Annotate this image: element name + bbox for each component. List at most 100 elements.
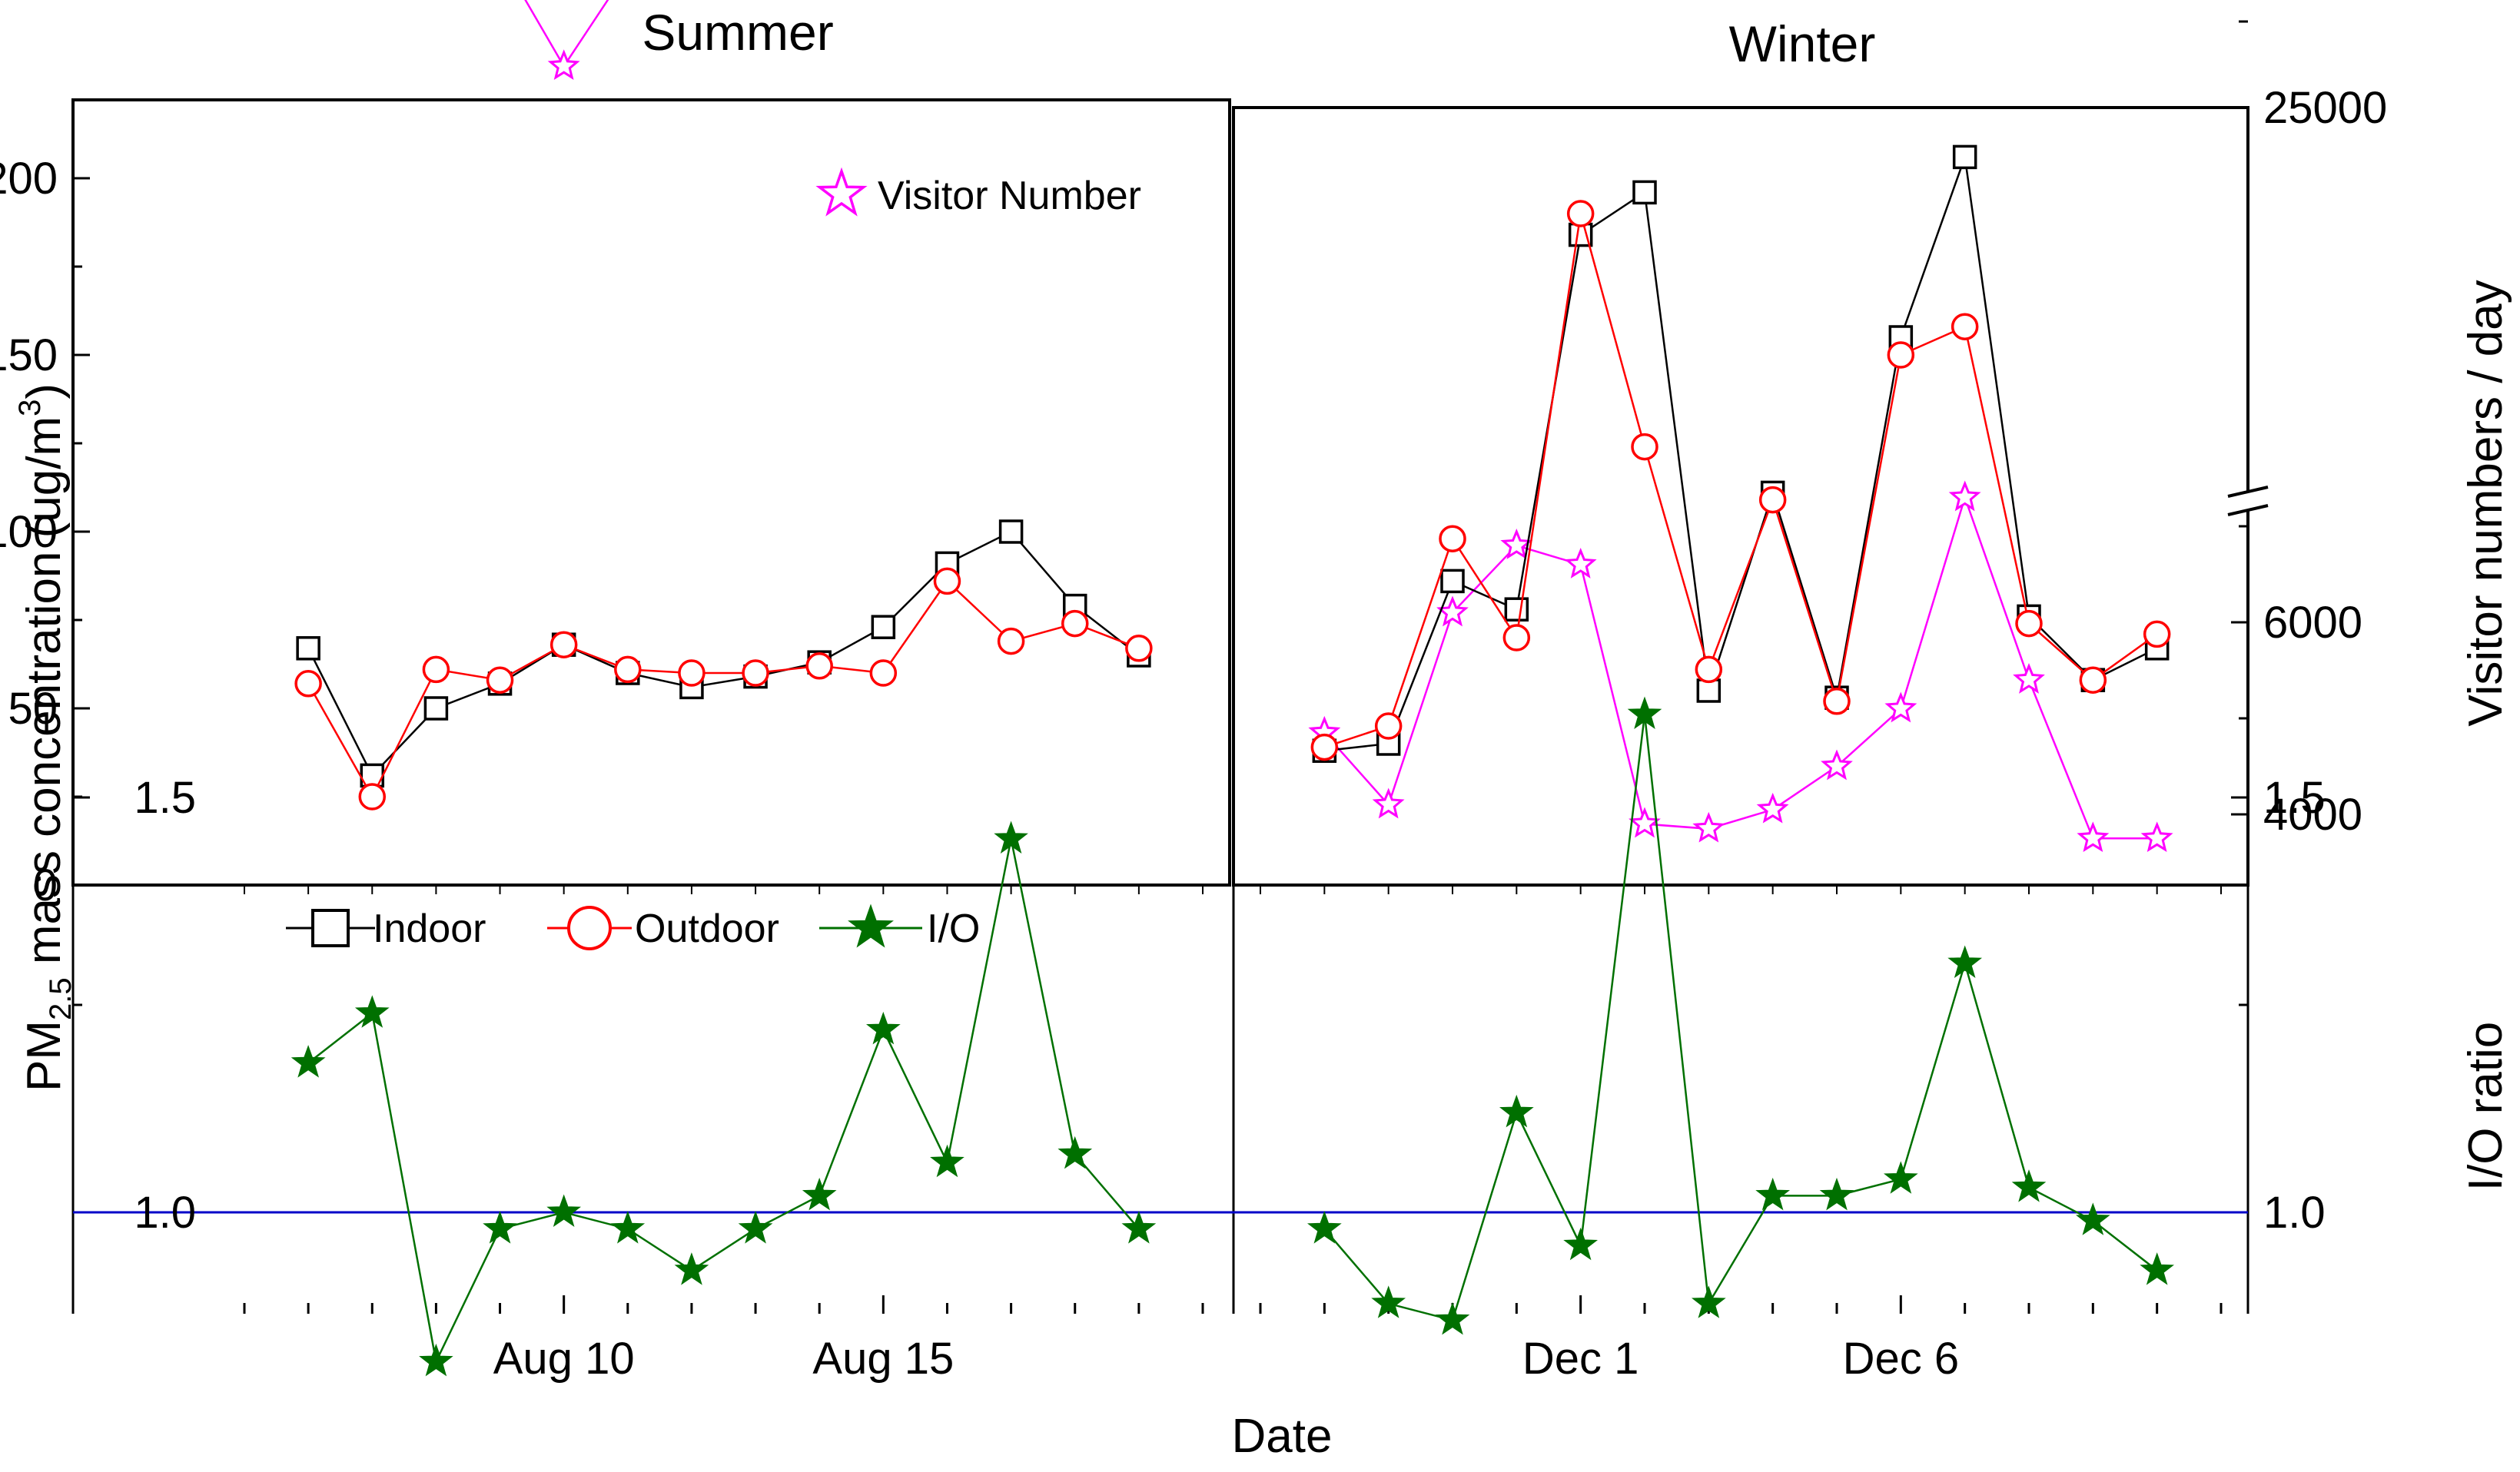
winter-visitor-point [1821, 749, 1853, 781]
winter-io-point [2140, 1252, 2175, 1285]
axis-break-mark [2227, 486, 2269, 498]
winter-visitor-point [1629, 807, 1661, 838]
summer-outdoor-point [997, 627, 1025, 655]
legend-visitor-label: Visitor Number [878, 174, 1141, 218]
winter-indoor-line [1324, 156, 2158, 752]
ratio-left-tick-label: 1.5 [134, 773, 196, 823]
y-axis-label-right-visitors: Visitor numbers / day [2459, 280, 2512, 726]
winter-outdoor-point [1695, 655, 1723, 684]
winter-visitor-point [1884, 691, 1917, 723]
legend-outdoor-label: Outdoor [635, 907, 779, 951]
winter-io-point [1627, 696, 1662, 729]
summer-outdoor-point [422, 655, 450, 684]
right-tick-label: 4000 [2263, 790, 2362, 840]
axis-break-mark [2227, 504, 2269, 516]
winter-visitor-point [1564, 548, 1597, 579]
right-tick-label: 6000 [2263, 598, 2362, 648]
summer-io-point [674, 1252, 709, 1285]
summer-outdoor-point [678, 659, 706, 687]
winter-io-point [2075, 1202, 2110, 1235]
winter-visitor-point [2140, 821, 2173, 852]
ratio-right-tick-label: 1.0 [2263, 1188, 2326, 1238]
summer-visitor-point [547, 49, 580, 81]
winter-io-point [1883, 1161, 1918, 1194]
winter-indoor-point [1952, 144, 1977, 170]
legend-visitor: Visitor Number [815, 167, 1141, 218]
winter-visitor-point [2077, 821, 2110, 852]
summer-indoor-point [871, 615, 896, 639]
x-axis-label: Date [1232, 1410, 1333, 1463]
winter-visitor-point [1372, 787, 1405, 819]
summer-io-point [546, 1194, 582, 1228]
summer-title: Summer [642, 4, 833, 61]
left-tick-label: 50 [8, 684, 58, 734]
winter-top-frame [1232, 106, 2249, 887]
left-tick-label: 0 [33, 860, 58, 910]
data-series [291, 0, 2175, 1377]
winter-outdoor-point [2015, 609, 2043, 638]
summer-io-point [483, 1211, 517, 1244]
winter-io-point [2011, 1169, 2047, 1202]
legend-io-marker [848, 903, 894, 948]
winter-io-point [1819, 1177, 1854, 1211]
summer-indoor-point [423, 696, 449, 721]
winter-visitor-point [1756, 792, 1789, 824]
summer-io-point [1057, 1135, 1093, 1169]
winter-outdoor-point [1887, 341, 1915, 369]
ratio-left-tick-label: 1.0 [134, 1188, 196, 1238]
winter-io-point [1435, 1301, 1470, 1335]
summer-outdoor-point [805, 652, 833, 680]
legend-indoor-label: Indoor [373, 907, 486, 951]
summer-io-point [930, 1144, 965, 1178]
winter-x-label: Dec 1 [1522, 1334, 1639, 1384]
left-tick-label: 200 [0, 154, 58, 204]
winter-indoor-point [1440, 569, 1465, 594]
winter-visitor-point [1692, 811, 1725, 843]
legend-visitor-star [815, 167, 868, 217]
legend-io-star [848, 903, 894, 948]
legend-series: Indoor Outdoor I/O [286, 903, 980, 951]
winter-io-point [1755, 1177, 1791, 1211]
winter-outdoor-point [1631, 433, 1658, 461]
winter-title: Winter [1729, 15, 1876, 72]
summer-outdoor-point [294, 670, 322, 698]
left-tick-label: 100 [0, 507, 58, 557]
winter-x-label: Dec 6 [1843, 1334, 1960, 1384]
winter-outdoor-point [1758, 486, 1787, 514]
winter-outdoor-line [1323, 213, 2158, 748]
winter-outdoor-point [1502, 624, 1531, 651]
winter-io-point [1306, 1211, 1342, 1244]
winter-outdoor-point [1374, 712, 1403, 740]
summer-outdoor-point [549, 631, 578, 658]
winter-visitor-point [1948, 480, 1981, 512]
summer-io-point [865, 1011, 901, 1045]
winter-indoor-point [1696, 678, 1722, 703]
winter-outdoor-point [1439, 525, 1466, 552]
summer-indoor-point [998, 519, 1024, 544]
summer-outdoor-point [742, 659, 769, 687]
summer-outdoor-point [486, 666, 514, 694]
left-tick-label: 150 [0, 330, 58, 380]
tick-labels: 050100150200400060001500020000250001.01.… [0, 83, 2387, 1384]
summer-io-point [291, 1045, 326, 1078]
winter-indoor-point [1504, 597, 1529, 622]
winter-outdoor-point [2143, 620, 2171, 648]
summer-io-line [307, 838, 1140, 1365]
legend-visitor-marker [815, 167, 868, 217]
ratio-right-tick-label: 1.5 [2263, 773, 2326, 823]
summer-x-label: Aug 10 [493, 1334, 635, 1384]
summer-outdoor-point [614, 655, 642, 684]
legend-indoor-marker [311, 909, 350, 947]
summer-outdoor-point [869, 659, 898, 687]
summer-indoor-point [296, 636, 320, 661]
summer-io-point [1121, 1211, 1157, 1244]
y-axis-label-left: PM2.5 mass concentration (ug/m3) [13, 383, 78, 1092]
y-axis-label-right-ratio: I/O ratio [2459, 1022, 2512, 1192]
summer-outdoor-point [1061, 609, 1089, 638]
summer-outdoor-point [933, 567, 961, 595]
panel-frames [71, 98, 2249, 1314]
summer-io-point [610, 1211, 646, 1244]
winter-outdoor-point [1566, 200, 1595, 227]
summer-x-label: Aug 15 [812, 1334, 954, 1384]
winter-outdoor-point [1310, 733, 1339, 761]
